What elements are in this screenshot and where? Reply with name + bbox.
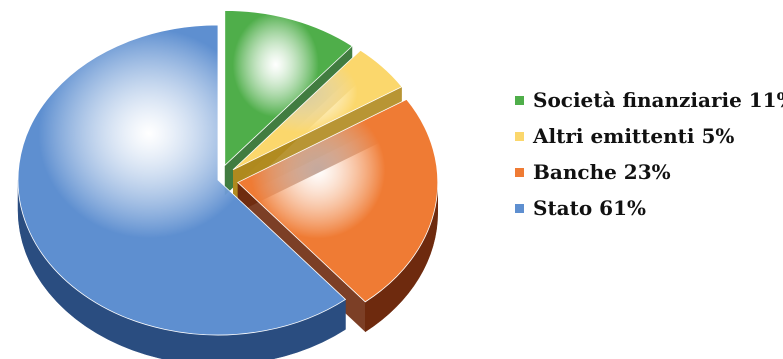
legend-label-stato: Stato 61% [533,196,647,220]
legend-label-banche: Banche 23% [533,160,671,184]
legend-item-stato: Stato 61% [515,196,783,220]
pie-slice-societa-finanziarie [224,10,353,167]
legend: Società finanziarie 11% Altri emittenti … [515,88,783,220]
legend-item-altri-emittenti: Altri emittenti 5% [515,124,783,148]
legend-label-altri-emittenti: Altri emittenti 5% [533,124,735,148]
legend-swatch-societa-finanziarie [515,95,524,105]
legend-label-societa-finanziarie: Società finanziarie 11% [533,88,783,112]
legend-swatch-altri-emittenti [515,131,524,141]
legend-swatch-stato [515,203,524,213]
pie-slice-banche [237,98,439,303]
legend-swatch-banche [515,167,524,177]
pie-chart [17,10,439,359]
pie-slice-stato [17,24,347,336]
legend-item-banche: Banche 23% [515,160,783,184]
pie-slice-altri-emittenti [232,49,403,171]
legend-item-societa-finanziarie: Società finanziarie 11% [515,88,783,112]
